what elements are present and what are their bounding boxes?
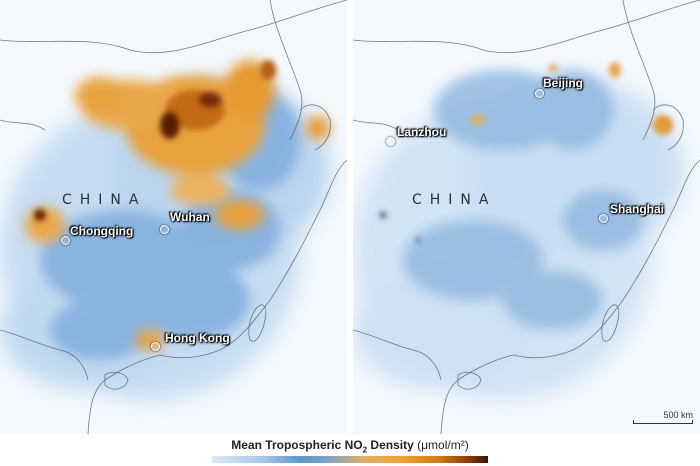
scale-bar-line xyxy=(633,420,693,424)
country-label: CHINA xyxy=(412,192,497,208)
country-label: CHINA xyxy=(62,192,147,208)
legend-title: Mean Tropospheric NO2 Density (μmol/m²) xyxy=(0,438,700,454)
legend-color-ramp xyxy=(212,456,488,463)
scale-bar: 500 km xyxy=(633,410,693,424)
city-marker-chongqing xyxy=(61,236,70,245)
city-marker-hong-kong xyxy=(151,342,160,351)
city-label-shanghai: Shanghai xyxy=(610,202,665,216)
legend: Mean Tropospheric NO2 Density (μmol/m²) xyxy=(0,436,700,466)
city-label-lanzhou: Lanzhou xyxy=(397,125,447,139)
legend-title-suffix: Density xyxy=(367,438,414,452)
map-panel-after: CHINA Beijing Lanzhou Shanghai 500 km xyxy=(353,0,700,434)
no2-density-map-after xyxy=(353,0,700,434)
no2-density-map-before xyxy=(0,0,347,434)
legend-title-prefix: Mean Tropospheric NO xyxy=(231,438,363,452)
city-marker-wuhan xyxy=(160,225,169,234)
legend-title-subscript: 2 xyxy=(362,445,368,455)
city-marker-lanzhou xyxy=(386,137,395,146)
legend-unit: (μmol/m²) xyxy=(417,438,469,452)
city-label-hong-kong: Hong Kong xyxy=(165,331,230,345)
scale-bar-label: 500 km xyxy=(663,410,693,420)
city-marker-shanghai xyxy=(599,214,608,223)
city-marker-beijing xyxy=(535,89,544,98)
city-label-chongqing: Chongqing xyxy=(70,224,134,238)
map-panel-before: CHINA Chongqing Wuhan Hong Kong xyxy=(0,0,347,434)
city-label-wuhan: Wuhan xyxy=(170,210,210,224)
city-label-beijing: Beijing xyxy=(543,76,584,90)
